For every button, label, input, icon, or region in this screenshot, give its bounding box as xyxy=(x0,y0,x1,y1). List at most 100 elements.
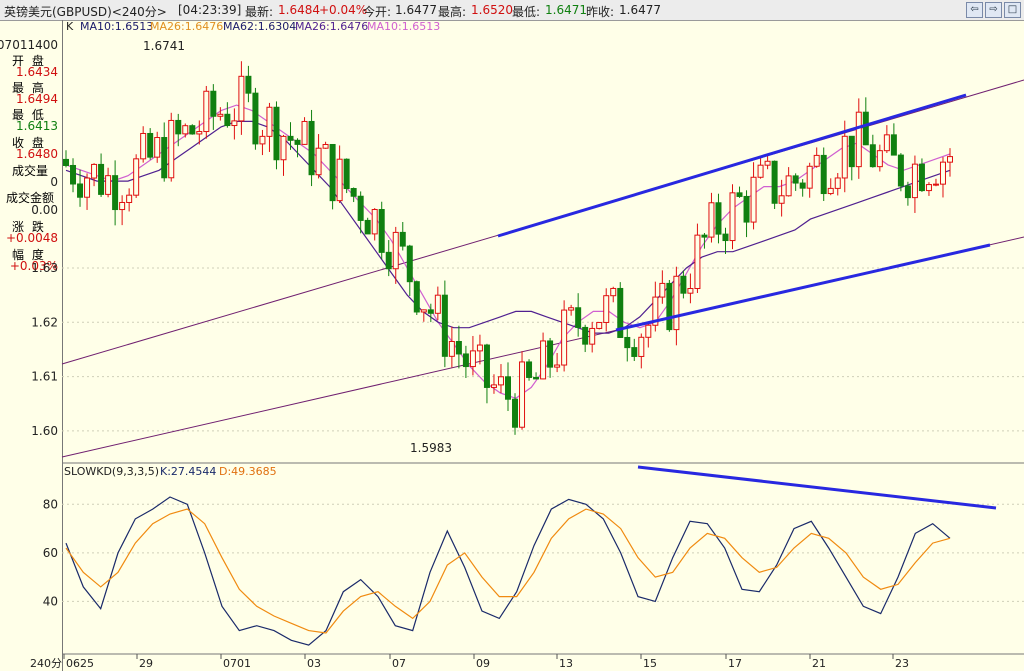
ma10-label: MA10:1.6513 xyxy=(80,20,153,33)
candle-body xyxy=(168,119,175,179)
bar-date: 07011400 xyxy=(0,38,58,52)
volume-value: 0 xyxy=(50,175,58,189)
high-label: 最高: xyxy=(438,5,467,19)
restore-icon[interactable]: □ xyxy=(1004,2,1021,18)
candle-body xyxy=(785,175,792,197)
candle-body xyxy=(624,336,631,349)
candle-body xyxy=(392,231,399,270)
candle-body xyxy=(701,234,708,238)
y-tick-label: 40 xyxy=(43,594,58,608)
candle-body xyxy=(925,184,932,192)
candle-body xyxy=(161,137,168,179)
low-annotation: 1.5983 xyxy=(410,441,452,455)
candle-body xyxy=(231,120,238,127)
ma62-label: MA62:1.6304 xyxy=(223,20,296,33)
candle-body xyxy=(827,187,834,195)
low-value: 1.6471 xyxy=(545,3,587,17)
x-tick-label: 09 xyxy=(476,657,490,670)
candle-body xyxy=(413,281,420,313)
candle-body xyxy=(631,347,638,357)
title-bar: 英镑美元(GBPUSD)<240分> [04:23:39] 最新: 1.6484… xyxy=(0,0,1024,21)
candle-body xyxy=(266,106,273,137)
candle-body xyxy=(834,177,841,189)
candle-body xyxy=(526,361,533,378)
low-label: 最 低 xyxy=(12,108,46,122)
candle-body xyxy=(350,188,357,197)
candle-body xyxy=(638,336,645,357)
trend-lines[interactable] xyxy=(497,93,997,510)
candle-body xyxy=(617,287,624,338)
y-tick-label: 80 xyxy=(43,497,58,511)
candle-body xyxy=(505,376,511,400)
candle-body xyxy=(799,182,806,189)
sub-grid: 80 60 40 xyxy=(43,497,1024,608)
candle-body xyxy=(336,158,343,202)
candle-body xyxy=(540,340,547,380)
x-tick-label: 15 xyxy=(643,657,657,670)
candle-body xyxy=(771,160,778,204)
candle-body xyxy=(918,163,925,192)
candle-body xyxy=(890,134,897,156)
candle-body xyxy=(722,233,729,242)
high-value: 1.6494 xyxy=(16,92,58,106)
candle-body xyxy=(855,111,862,168)
candle-body xyxy=(512,398,519,428)
candle-body xyxy=(694,234,701,290)
last-value: 1.6484 xyxy=(278,3,320,17)
candle-body xyxy=(420,309,427,313)
candle-body xyxy=(217,113,224,117)
k-value: K:27.4544 xyxy=(160,465,216,478)
open-value: 1.6434 xyxy=(16,65,58,79)
close-label: 收 盘 xyxy=(12,136,46,150)
candle-body xyxy=(897,154,904,187)
kd-line xyxy=(65,496,951,646)
candle-body xyxy=(575,307,582,328)
arrow-left-icon[interactable]: ⇦ xyxy=(966,2,983,18)
candle-body xyxy=(294,139,301,145)
candle-body xyxy=(63,158,69,166)
low-value: 1.6413 xyxy=(16,119,58,133)
candle-body xyxy=(715,202,722,235)
candle-body xyxy=(308,120,315,176)
ma-line xyxy=(65,104,951,399)
prevclose-label: 昨收: xyxy=(586,5,615,19)
candle-body xyxy=(203,90,210,133)
x-tick-label: 21 xyxy=(812,657,826,670)
candle-body xyxy=(869,144,876,168)
candle-body xyxy=(680,275,687,294)
candle-body xyxy=(378,209,385,253)
prevclose-value: 1.6477 xyxy=(619,3,661,17)
candle-body xyxy=(371,209,378,235)
candle-body xyxy=(196,131,203,135)
candle-body xyxy=(497,376,504,386)
x-tick-label: 0625 xyxy=(66,657,94,670)
candle-body xyxy=(666,282,673,331)
candle-body xyxy=(427,309,434,314)
candle-body xyxy=(911,163,918,199)
candle-body xyxy=(315,147,322,176)
y-tick-label: 1.62 xyxy=(31,315,58,329)
candle-body xyxy=(119,201,126,211)
arrow-right-icon[interactable]: ⇨ xyxy=(985,2,1002,18)
candle-body xyxy=(126,194,133,203)
candle-body xyxy=(904,185,911,199)
candle-body xyxy=(448,340,455,357)
candle-body xyxy=(280,135,287,161)
axis-ticks: 0625 29 0701 03 07 09 13 15 17 21 23 xyxy=(63,654,909,670)
slowkd-label: SLOWKD(9,3,3,5) xyxy=(64,465,159,478)
moving-averages xyxy=(65,104,951,399)
candle-body xyxy=(98,163,105,195)
candle-body xyxy=(287,135,294,141)
x-tick-label: 03 xyxy=(307,657,321,670)
open-label: 今开: xyxy=(363,5,392,19)
candle-body xyxy=(273,106,280,161)
candle-body xyxy=(322,143,329,149)
candle-body xyxy=(182,125,189,135)
candle-body xyxy=(645,324,652,338)
candlesticks[interactable] xyxy=(63,61,953,435)
candle-body xyxy=(140,132,147,160)
candle-body xyxy=(582,326,589,345)
candle-body xyxy=(462,353,469,368)
kd-lines xyxy=(65,496,951,646)
